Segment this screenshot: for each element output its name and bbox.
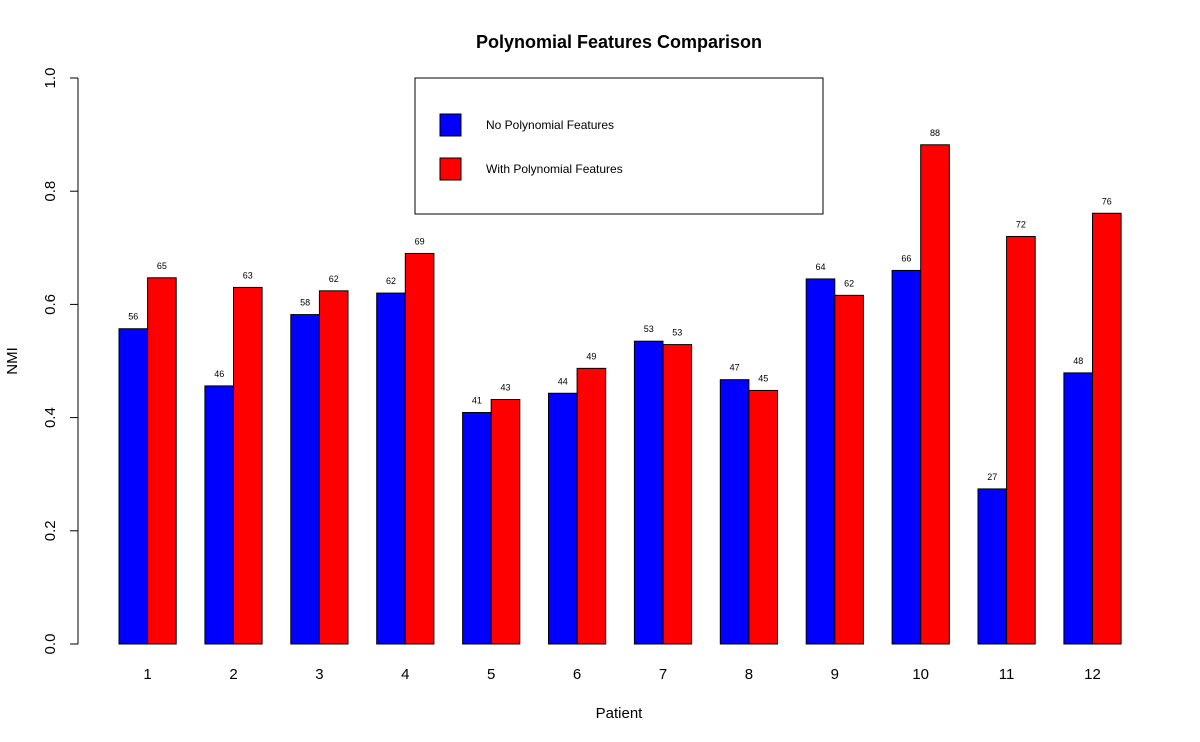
x-tick-label: 6 (573, 666, 581, 683)
data-label: 72 (1016, 219, 1026, 229)
bar-no-poly-3 (290, 314, 320, 645)
y-axis: 0.0 0.2 0.4 0.6 0.8 1.0 (42, 68, 79, 655)
bar-with-poly-8 (748, 389, 779, 645)
x-tick-label: 8 (745, 666, 753, 683)
data-label: 43 (500, 382, 510, 392)
x-tick-label: 2 (229, 666, 237, 683)
data-label: 48 (1073, 356, 1083, 366)
bar-with-poly-2 (233, 286, 263, 645)
data-label: 47 (730, 363, 740, 373)
data-label: 66 (901, 253, 911, 263)
bar-no-poly-9 (805, 278, 836, 645)
y-tick-label: 1.0 (42, 68, 59, 89)
bar-no-poly-7 (633, 340, 664, 645)
x-tick-label: 11 (999, 666, 1015, 683)
bar-no-poly-4 (376, 292, 406, 645)
data-label: 53 (672, 328, 682, 338)
bar-with-poly-4 (404, 252, 435, 645)
x-axis: 1 2 3 4 5 6 7 8 9 10 11 12 (143, 666, 1100, 683)
bar-no-poly-1 (118, 328, 149, 645)
legend-box (414, 77, 824, 215)
x-tick-label: 10 (912, 666, 929, 683)
bar-with-poly-9 (834, 294, 864, 645)
x-tick-label: 3 (315, 666, 323, 683)
x-tick-label: 5 (487, 666, 495, 683)
data-label: 69 (415, 236, 425, 246)
data-label: 41 (472, 396, 482, 406)
bar-no-poly-6 (548, 392, 578, 645)
bar-with-poly-12 (1092, 212, 1122, 645)
data-label: 62 (329, 274, 339, 284)
bar-with-poly-11 (1006, 235, 1036, 645)
data-label: 62 (386, 276, 396, 286)
data-label: 45 (758, 373, 768, 383)
y-tick-label: 0.0 (42, 634, 59, 655)
data-label: 62 (844, 278, 854, 288)
x-tick-label: 7 (659, 666, 667, 683)
legend-swatch (439, 157, 462, 181)
bar-no-poly-11 (977, 488, 1008, 645)
x-tick-label: 9 (831, 666, 839, 683)
data-label: 88 (930, 128, 940, 138)
y-tick-label: 0.8 (42, 181, 59, 202)
bar-no-poly-2 (204, 385, 234, 645)
bar-with-poly-10 (920, 144, 950, 645)
bar-with-poly-7 (662, 344, 693, 645)
x-tick-label: 12 (1084, 666, 1101, 683)
data-label: 46 (214, 369, 224, 379)
data-label: 64 (815, 262, 825, 272)
data-label: 65 (157, 261, 167, 271)
legend-swatch (439, 113, 462, 137)
x-tick-label: 4 (401, 666, 409, 683)
data-label: 44 (558, 376, 568, 386)
y-tick-label: 0.2 (42, 520, 59, 541)
data-label: 63 (243, 270, 253, 280)
bars-group: 56 65 46 63 58 62 62 69 41 43 44 49 53 53 47 45 64 62 66 88… (118, 128, 1122, 645)
legend-label: No Polynomial Features (486, 118, 614, 132)
bar-no-poly-12 (1063, 372, 1094, 645)
bar-with-poly-3 (318, 290, 349, 645)
x-tick-label: 1 (143, 666, 151, 683)
bar-with-poly-5 (490, 398, 521, 645)
data-label: 58 (300, 298, 310, 308)
x-axis-title: Patient (596, 705, 644, 722)
chart-title: Polynomial Features Comparison (476, 32, 762, 52)
legend-label: With Polynomial Features (486, 162, 623, 176)
data-label: 76 (1102, 196, 1112, 206)
bar-no-poly-8 (719, 379, 750, 645)
data-label: 53 (644, 324, 654, 334)
y-tick-label: 0.6 (42, 294, 59, 315)
bar-no-poly-10 (891, 269, 922, 645)
data-label: 27 (987, 472, 997, 482)
bar-with-poly-1 (147, 277, 177, 645)
data-label: 49 (586, 351, 596, 361)
y-axis-title: NMI (4, 347, 21, 375)
bar-no-poly-5 (462, 412, 492, 645)
data-label: 56 (128, 312, 138, 322)
y-tick-label: 0.4 (42, 407, 59, 428)
legend: No Polynomial Features With Polynomial Fe… (414, 77, 824, 215)
bar-with-poly-6 (576, 367, 607, 645)
